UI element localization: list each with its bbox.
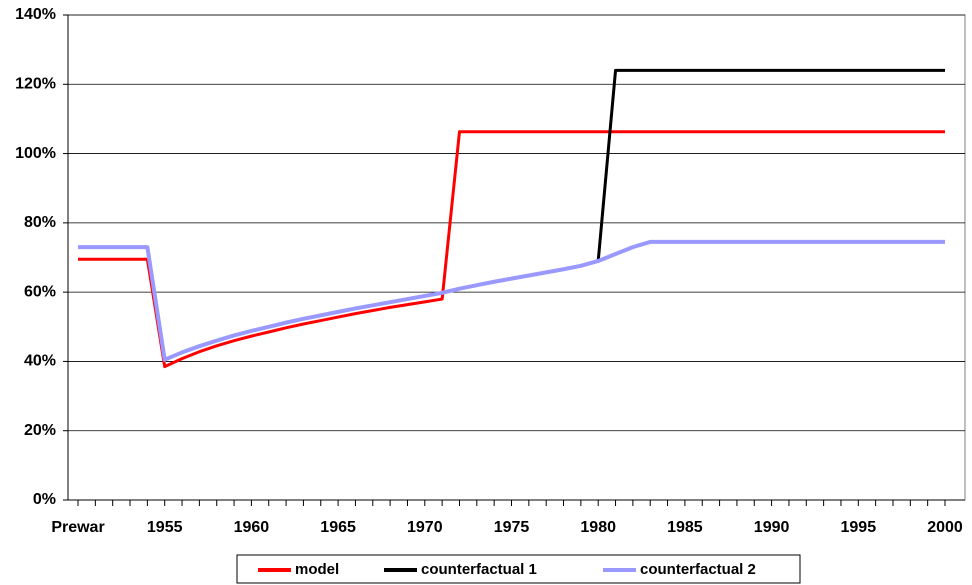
x-tick-label: 1985 [667,519,703,536]
series-line [78,239,945,362]
y-tick-label: 80% [24,214,56,231]
legend-box [236,554,801,584]
legend-label: model [295,561,339,578]
plot-area [67,14,966,501]
x-tick-label: 2000 [927,519,963,536]
x-tick-label: 1965 [320,519,356,536]
legend: model counterfactual 1 counterfactual 2 [236,554,801,584]
x-tick-label: 1970 [407,519,443,536]
x-tick-label: 1975 [494,519,530,536]
legend-label: counterfactual 2 [640,561,756,578]
x-tick-label: 1960 [234,519,270,536]
x-tick-label: 1990 [754,519,790,536]
series-line [78,130,945,369]
y-tick-label: 40% [24,353,56,370]
y-tick-label: 60% [24,283,56,300]
y-tick-label: 140% [15,6,56,23]
x-tick-label: 1995 [841,519,877,536]
y-tick-label: 100% [15,145,56,162]
x-tick-label: Prewar [51,519,104,536]
y-tick-label: 20% [24,422,56,439]
y-tick-label: 0% [33,491,56,508]
y-tick-label: 120% [15,76,56,93]
legend-label: counterfactual 1 [421,561,537,578]
x-tick-label: 1980 [580,519,616,536]
x-tick-label: 1955 [147,519,183,536]
